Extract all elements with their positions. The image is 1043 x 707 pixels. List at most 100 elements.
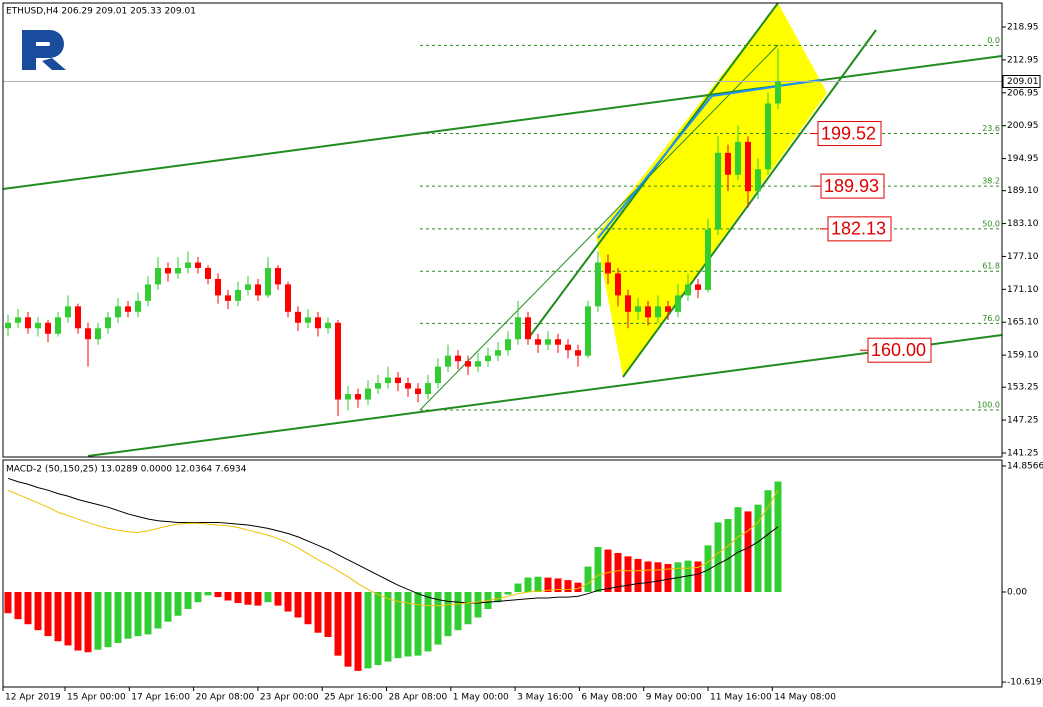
blue-line (597, 79, 821, 239)
macd-bar (514, 583, 522, 593)
candle-body (755, 169, 761, 192)
candle-body (225, 295, 231, 301)
candle-body (55, 317, 61, 334)
y-tick-label: 218.95 (1007, 23, 1039, 33)
candle-body (485, 355, 491, 362)
y-tick-label: 212.95 (1007, 55, 1039, 65)
y-tick-label: 153.25 (1007, 383, 1039, 393)
candle-body (85, 328, 91, 340)
candle-body (335, 322, 341, 400)
candle-body (595, 262, 601, 307)
channel-area (596, 3, 827, 377)
macd-bar (24, 592, 32, 625)
macd-bar (574, 582, 582, 593)
candle-body (35, 322, 41, 329)
candle-body (765, 103, 771, 170)
macd-bar (524, 577, 532, 593)
macd-bar (174, 592, 182, 616)
candle-body (545, 339, 551, 345)
candle-body (155, 267, 161, 285)
candle-body (15, 317, 21, 323)
candle-body (575, 350, 581, 356)
candle-body (105, 317, 111, 329)
macd-bar (354, 592, 362, 671)
macd-bar (114, 592, 122, 643)
candle-body (265, 267, 271, 296)
annotation-box (867, 337, 932, 363)
candle-body (235, 289, 241, 301)
macd-bar (414, 592, 422, 656)
candle-body (275, 267, 281, 285)
candle-body (385, 377, 391, 384)
fib-label: 38.2 (982, 177, 1000, 186)
y-tick-label: 171.10 (1007, 285, 1039, 295)
macd-line (7, 489, 779, 607)
logo-mark (22, 30, 64, 70)
macd-bar (384, 592, 392, 662)
fib-label: 23.6 (982, 124, 1000, 133)
macd-bar (154, 592, 162, 629)
candle-body (145, 284, 151, 301)
x-tick-label: 11 May 16:00 (710, 693, 772, 703)
fib-label: 61.8 (982, 262, 1000, 271)
fib-label: 76.0 (982, 314, 1000, 323)
macd-bar (644, 561, 652, 593)
macd-bar (554, 578, 562, 593)
candle-body (195, 262, 201, 268)
macd-bar (544, 577, 552, 593)
macd-bar (704, 545, 712, 593)
candle-body (655, 306, 661, 318)
logo-mark (42, 58, 66, 70)
macd-bar (224, 592, 232, 601)
macd-bar (324, 592, 332, 637)
macd-bar (344, 592, 352, 667)
candle-body (345, 394, 351, 400)
candle-body (605, 262, 611, 274)
candle-body (65, 306, 71, 318)
candle-body (695, 284, 701, 290)
macd-bar (744, 511, 752, 593)
candle-body (665, 306, 671, 312)
current-price-label: 209.01 (1007, 77, 1039, 87)
macd-bar (444, 592, 452, 637)
macd-bar (374, 592, 382, 665)
macd-title: MACD-2 (50,150,25) 13.0289 0.0000 12.036… (6, 465, 247, 475)
y-tick-label: 159.10 (1007, 351, 1039, 361)
x-tick-label: 25 Apr 16:00 (324, 693, 383, 703)
candle-body (305, 317, 311, 323)
macd-bar (254, 592, 262, 606)
macd-bar (564, 580, 572, 593)
candle-body (725, 152, 731, 175)
candle-body (735, 141, 741, 175)
y-tick-label: 189.10 (1007, 186, 1039, 196)
candle-body (615, 273, 621, 296)
candle-body (395, 377, 401, 384)
trend-line (2, 55, 1003, 190)
macd-bar (84, 592, 92, 653)
trend-line (87, 334, 1003, 457)
candle-body (165, 267, 171, 274)
candle-body (505, 339, 511, 351)
candle-body (625, 295, 631, 312)
y-tick-label: 165.10 (1007, 318, 1039, 328)
macd-bar (454, 592, 462, 631)
candle-body (475, 361, 481, 367)
x-tick-label: 6 May 08:00 (581, 693, 637, 703)
candle-body (745, 141, 751, 192)
macd-bar (4, 592, 12, 614)
macd-bar (664, 564, 672, 593)
candle-body (455, 355, 461, 362)
candle-body (405, 383, 411, 389)
candle-body (175, 267, 181, 274)
candle-body (555, 339, 561, 345)
fib-label: 100.0 (977, 400, 1000, 409)
x-tick-label: 23 Apr 00:00 (260, 693, 319, 703)
y-tick-label: -10.6195 (1007, 678, 1043, 688)
macd-bar (434, 592, 442, 645)
macd-bar (204, 592, 212, 596)
macd-bar (534, 576, 542, 593)
candle-body (285, 284, 291, 312)
candle-body (205, 267, 211, 279)
